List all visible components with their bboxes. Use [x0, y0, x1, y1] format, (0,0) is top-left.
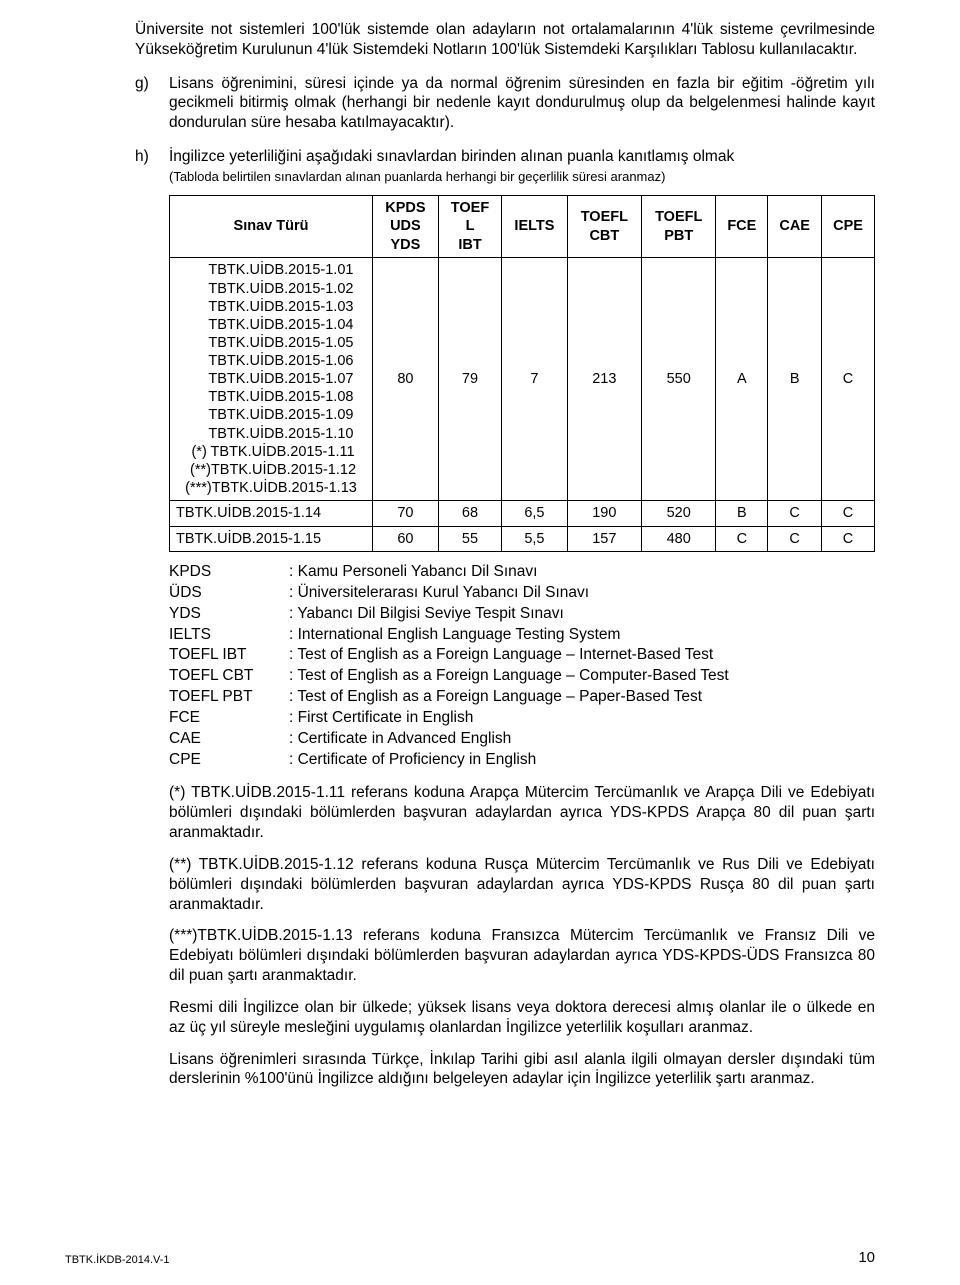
td: C [822, 258, 875, 501]
def-row: KPDS: Kamu Personeli Yabancı Dil Sınavı [169, 562, 875, 582]
def-val: : Test of English as a Foreign Language … [289, 666, 875, 686]
th: TOEFL CBT [567, 195, 641, 258]
def-key: CAE [169, 729, 289, 749]
td: C [768, 526, 822, 552]
scores-table: Sınav Türü KPDS UDS YDS TOEF L IBT IELTS… [169, 195, 875, 552]
td: B [768, 258, 822, 501]
table-row: TBTK.UİDB.2015-1.15 60 55 5,5 157 480 C … [170, 526, 875, 552]
th: CAE [768, 195, 822, 258]
paragraph-english-courses: Lisans öğrenimleri sırasında Türkçe, İnk… [169, 1050, 875, 1090]
list-item-h: h) İngilizce yeterliliğini aşağıdaki sın… [135, 147, 875, 1101]
def-key: KPDS [169, 562, 289, 582]
list-item-g: g) Lisans öğrenimini, süresi içinde ya d… [135, 74, 875, 133]
def-val: : Test of English as a Foreign Language … [289, 645, 875, 665]
def-row: TOEFL PBT: Test of English as a Foreign … [169, 687, 875, 707]
td: A [716, 258, 768, 501]
td: C [822, 501, 875, 527]
td: TBTK.UİDB.2015-1.15 [170, 526, 373, 552]
footnote-1: (*) TBTK.UİDB.2015-1.11 referans koduna … [169, 783, 875, 842]
table-header-row: Sınav Türü KPDS UDS YDS TOEF L IBT IELTS… [170, 195, 875, 258]
th: Sınav Türü [170, 195, 373, 258]
def-row: ÜDS: Üniversitelerarası Kurul Yabancı Di… [169, 583, 875, 603]
def-row: TOEFL IBT: Test of English as a Foreign … [169, 645, 875, 665]
def-row: TOEFL CBT: Test of English as a Foreign … [169, 666, 875, 686]
td: TBTK.UİDB.2015-1.14 [170, 501, 373, 527]
h-sub-text: (Tabloda belirtilen sınavlardan alınan p… [169, 169, 665, 184]
def-row: YDS: Yabancı Dil Bilgisi Seviye Tespit S… [169, 604, 875, 624]
def-val: : Üniversitelerarası Kurul Yabancı Dil S… [289, 583, 875, 603]
table-row: TBTK.UİDB.2015-1.01 TBTK.UİDB.2015-1.02 … [170, 258, 875, 501]
def-key: TOEFL IBT [169, 645, 289, 665]
th: KPDS UDS YDS [373, 195, 439, 258]
td: 70 [373, 501, 439, 527]
def-key: ÜDS [169, 583, 289, 603]
th: IELTS [502, 195, 567, 258]
def-key: IELTS [169, 625, 289, 645]
td: 213 [567, 258, 641, 501]
footer-code: TBTK.İKDB-2014.V-1 [65, 1253, 170, 1267]
footnote-3: (***)TBTK.UİDB.2015-1.13 referans koduna… [169, 926, 875, 985]
td: C [716, 526, 768, 552]
intro-paragraph: Üniversite not sistemleri 100'lük sistem… [135, 20, 875, 60]
def-val: : International English Language Testing… [289, 625, 875, 645]
td: 79 [438, 258, 501, 501]
th: TOEFL PBT [642, 195, 716, 258]
th: CPE [822, 195, 875, 258]
def-val: : First Certificate in English [289, 708, 875, 728]
def-row: CPE: Certificate of Proficiency in Engli… [169, 750, 875, 770]
def-key: FCE [169, 708, 289, 728]
def-val: : Kamu Personeli Yabancı Dil Sınavı [289, 562, 875, 582]
td: 190 [567, 501, 641, 527]
td: 157 [567, 526, 641, 552]
def-key: YDS [169, 604, 289, 624]
td: 480 [642, 526, 716, 552]
def-val: : Certificate of Proficiency in English [289, 750, 875, 770]
def-val: : Test of English as a Foreign Language … [289, 687, 875, 707]
td: 60 [373, 526, 439, 552]
definitions-list: KPDS: Kamu Personeli Yabancı Dil Sınavı … [169, 562, 875, 769]
th: FCE [716, 195, 768, 258]
paragraph-english-exempt: Resmi dili İngilizce olan bir ülkede; yü… [169, 998, 875, 1038]
def-row: CAE: Certificate in Advanced English [169, 729, 875, 749]
td: 550 [642, 258, 716, 501]
footnote-2: (**) TBTK.UİDB.2015-1.12 referans koduna… [169, 855, 875, 914]
td: 55 [438, 526, 501, 552]
list-body: Lisans öğrenimini, süresi içinde ya da n… [169, 74, 875, 133]
def-val: : Certificate in Advanced English [289, 729, 875, 749]
td: 520 [642, 501, 716, 527]
h-main-text: İngilizce yeterliliğini aşağıdaki sınavl… [169, 148, 734, 165]
td: 7 [502, 258, 567, 501]
th: TOEF L IBT [438, 195, 501, 258]
def-key: CPE [169, 750, 289, 770]
def-row: FCE: First Certificate in English [169, 708, 875, 728]
codes-cell: TBTK.UİDB.2015-1.01 TBTK.UİDB.2015-1.02 … [170, 258, 373, 501]
td: 80 [373, 258, 439, 501]
list-marker: h) [135, 147, 169, 1101]
td: 6,5 [502, 501, 567, 527]
list-body: İngilizce yeterliliğini aşağıdaki sınavl… [169, 147, 875, 1101]
td: 5,5 [502, 526, 567, 552]
def-key: TOEFL PBT [169, 687, 289, 707]
page-number: 10 [858, 1248, 875, 1267]
table-row: TBTK.UİDB.2015-1.14 70 68 6,5 190 520 B … [170, 501, 875, 527]
td: C [768, 501, 822, 527]
td: B [716, 501, 768, 527]
list-marker: g) [135, 74, 169, 133]
def-row: IELTS: International English Language Te… [169, 625, 875, 645]
def-val: : Yabancı Dil Bilgisi Seviye Tespit Sına… [289, 604, 875, 624]
document-page: Üniversite not sistemleri 100'lük sistem… [0, 0, 960, 1285]
def-key: TOEFL CBT [169, 666, 289, 686]
td: C [822, 526, 875, 552]
td: 68 [438, 501, 501, 527]
